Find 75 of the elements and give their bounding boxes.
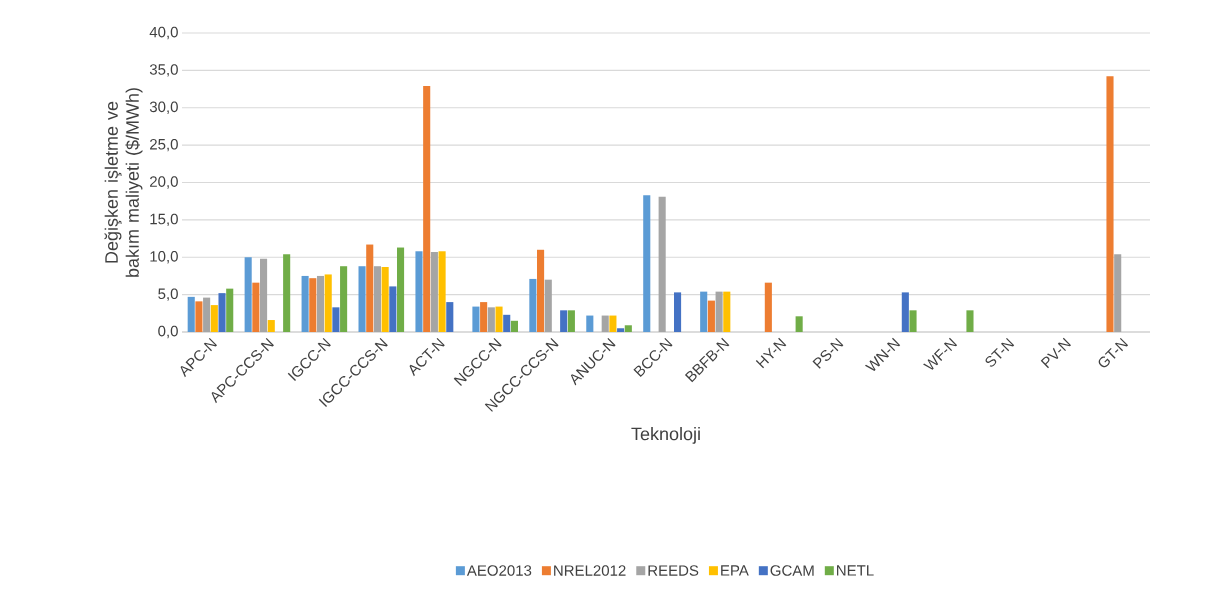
bar — [495, 306, 503, 332]
bar — [503, 314, 511, 332]
legend-label: AEO2013 — [466, 565, 532, 576]
bar — [764, 282, 772, 332]
bar — [187, 296, 195, 332]
y-tick-label: 15,0 — [150, 213, 178, 227]
bar — [366, 244, 374, 332]
y-tick-label: 30,0 — [149, 101, 178, 114]
bar — [723, 291, 731, 332]
bar — [544, 279, 552, 332]
bar — [560, 310, 568, 332]
bar — [309, 278, 317, 332]
legend-label: EPA — [721, 565, 749, 576]
bar — [373, 266, 381, 332]
bar — [487, 307, 495, 332]
bar — [226, 288, 234, 332]
bar — [301, 275, 309, 332]
bar — [332, 307, 340, 332]
bar — [340, 266, 348, 332]
y-tick-label: 10,0 — [150, 251, 178, 264]
bar — [658, 196, 666, 332]
x-axis-title: Teknoloji — [631, 427, 700, 444]
bar — [624, 325, 632, 332]
bar — [643, 195, 651, 332]
y-tick-label: 40,0 — [149, 26, 178, 40]
bar — [244, 257, 252, 332]
bar — [381, 266, 389, 332]
legend-label: REEDS — [648, 565, 699, 576]
bar — [210, 305, 218, 332]
y-tick-label: 5,0 — [158, 288, 178, 301]
bar — [324, 274, 332, 332]
bar — [795, 316, 803, 332]
bar — [901, 292, 909, 332]
legend-label: NETL — [837, 565, 874, 576]
bar — [423, 86, 431, 332]
bar — [586, 315, 594, 332]
y-tick-label: 25,0 — [150, 138, 178, 152]
bar — [358, 266, 366, 332]
bar — [397, 247, 405, 332]
bar — [316, 275, 325, 332]
bar — [707, 300, 715, 332]
bar — [430, 252, 438, 332]
bar — [203, 297, 211, 332]
bar — [537, 249, 545, 332]
bar — [617, 328, 625, 332]
legend-label: GCAM — [770, 565, 814, 576]
bar — [601, 315, 609, 332]
bar — [389, 286, 397, 332]
bar — [1114, 254, 1122, 332]
bar — [1106, 76, 1114, 332]
bar — [446, 302, 454, 332]
legend-label: NREL2012 — [554, 565, 626, 576]
bar — [510, 320, 518, 332]
bar — [472, 306, 480, 332]
y-tick-label: 20,0 — [150, 176, 178, 189]
bar — [529, 278, 537, 332]
bar — [567, 310, 575, 332]
bar — [283, 254, 291, 332]
bar — [609, 315, 617, 332]
bar — [909, 310, 917, 332]
bar — [674, 292, 682, 332]
bar — [480, 302, 488, 332]
y-tick-label: 0,0 — [158, 325, 178, 339]
bar — [218, 293, 226, 332]
bar — [267, 320, 275, 332]
bar — [966, 310, 974, 332]
y-tick-label: 35,0 — [149, 64, 178, 77]
y-axis-title: Değişken işletme ve bakım maliyeti ($/MWh) — [104, 88, 143, 277]
bar — [438, 251, 446, 332]
bar — [715, 291, 723, 332]
bar — [195, 301, 203, 332]
bar — [252, 282, 260, 332]
bar — [415, 251, 423, 332]
bar — [700, 291, 708, 332]
bar — [260, 258, 268, 332]
